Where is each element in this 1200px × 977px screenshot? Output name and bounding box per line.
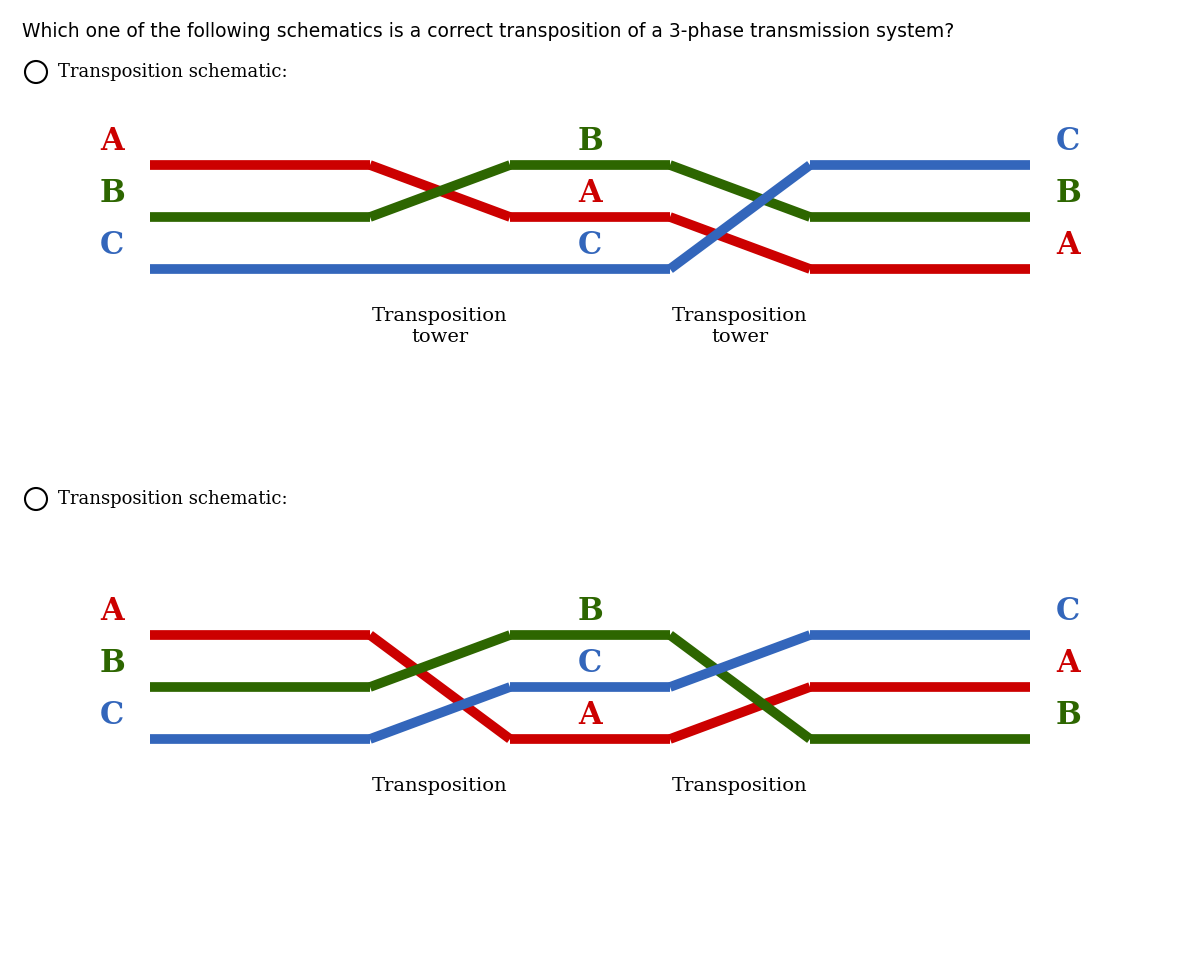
Text: Transposition
tower: Transposition tower bbox=[372, 307, 508, 346]
Text: A: A bbox=[100, 596, 124, 627]
Text: B: B bbox=[577, 126, 602, 157]
Text: Transposition
tower: Transposition tower bbox=[672, 307, 808, 346]
Text: Transposition: Transposition bbox=[672, 777, 808, 795]
Text: C: C bbox=[100, 230, 124, 261]
Text: C: C bbox=[1056, 126, 1080, 157]
Text: C: C bbox=[1056, 596, 1080, 627]
Text: A: A bbox=[1056, 230, 1080, 261]
Text: C: C bbox=[578, 648, 602, 679]
Text: B: B bbox=[1055, 178, 1081, 209]
Text: A: A bbox=[1056, 648, 1080, 679]
Text: A: A bbox=[100, 126, 124, 157]
Text: B: B bbox=[100, 648, 125, 679]
Text: A: A bbox=[578, 178, 602, 209]
Text: C: C bbox=[578, 230, 602, 261]
Text: B: B bbox=[1055, 700, 1081, 731]
Text: Transposition schematic:: Transposition schematic: bbox=[58, 490, 288, 508]
Text: Transposition schematic:: Transposition schematic: bbox=[58, 63, 288, 81]
Text: B: B bbox=[100, 178, 125, 209]
Text: Transposition: Transposition bbox=[372, 777, 508, 795]
Text: B: B bbox=[577, 596, 602, 627]
Text: A: A bbox=[578, 700, 602, 731]
Text: Which one of the following schematics is a correct transposition of a 3-phase tr: Which one of the following schematics is… bbox=[22, 22, 954, 41]
Text: C: C bbox=[100, 700, 124, 731]
